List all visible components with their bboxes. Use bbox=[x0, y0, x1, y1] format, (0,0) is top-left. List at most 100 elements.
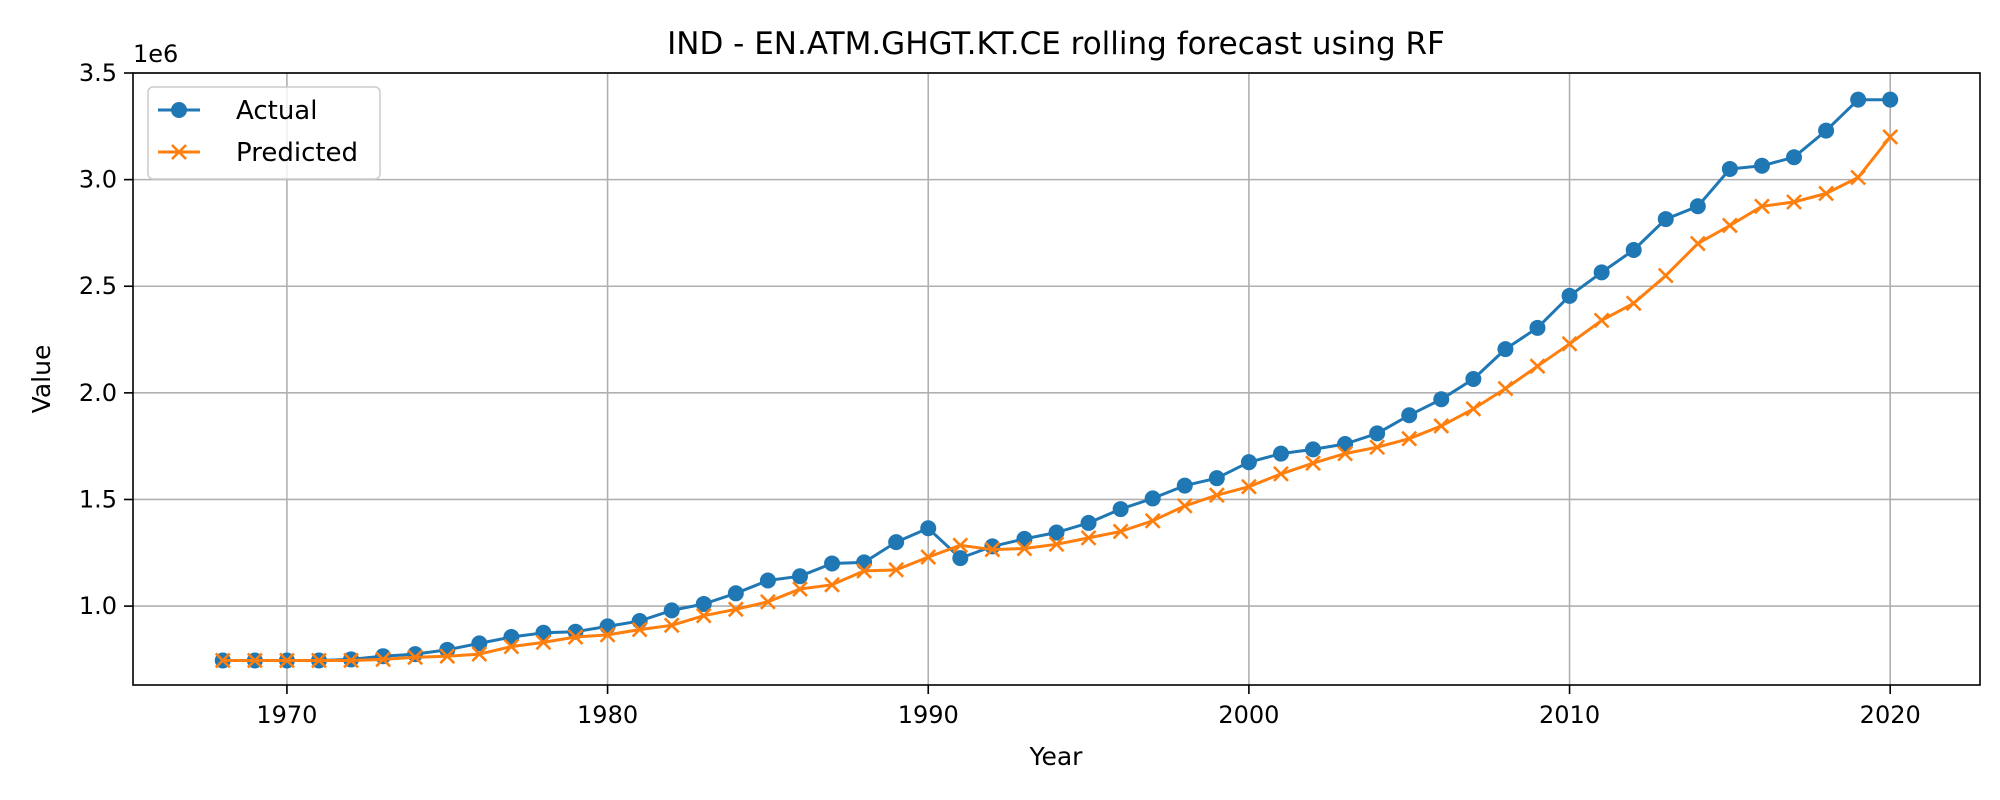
actual-point bbox=[1305, 441, 1322, 458]
predicted-point bbox=[599, 626, 616, 643]
predicted-point bbox=[567, 629, 584, 645]
legend-actual-marker bbox=[171, 102, 187, 118]
series-layer bbox=[214, 91, 1899, 669]
predicted-point bbox=[663, 617, 680, 634]
legend-predicted-marker bbox=[171, 144, 187, 160]
predicted-point bbox=[631, 621, 648, 638]
predicted-point bbox=[311, 652, 327, 669]
predicted-point bbox=[535, 634, 552, 651]
actual-point bbox=[984, 538, 1001, 555]
predicted-point bbox=[888, 561, 905, 578]
predicted-point bbox=[375, 651, 392, 668]
predicted-point bbox=[1176, 497, 1193, 514]
predicted-point bbox=[471, 646, 488, 662]
actual-point bbox=[1689, 198, 1706, 215]
actual-point bbox=[1818, 122, 1835, 139]
actual-point bbox=[952, 550, 969, 567]
actual-point bbox=[1786, 149, 1803, 166]
predicted-point bbox=[1561, 335, 1578, 352]
predicted-point bbox=[920, 549, 937, 565]
y-tick-label: 2.5 bbox=[79, 272, 117, 300]
predicted-point bbox=[984, 541, 1001, 558]
predicted-point bbox=[1689, 235, 1706, 252]
predicted-point bbox=[952, 537, 969, 554]
actual-point bbox=[824, 555, 841, 572]
actual-point bbox=[1433, 391, 1450, 408]
x-tick-label: 1990 bbox=[898, 701, 959, 729]
predicted-point bbox=[759, 593, 776, 610]
predicted-point bbox=[1721, 217, 1738, 234]
predicted-point bbox=[695, 607, 712, 624]
actual-point bbox=[1753, 157, 1770, 174]
actual-point bbox=[1401, 407, 1418, 424]
actual-point bbox=[888, 534, 905, 551]
y-axis-label: Value bbox=[27, 345, 56, 414]
actual-point bbox=[1497, 341, 1514, 358]
actual-point bbox=[1080, 514, 1097, 531]
actual-point bbox=[1208, 470, 1225, 487]
predicted-point bbox=[1112, 523, 1129, 540]
actual-point bbox=[631, 613, 648, 630]
actual-point bbox=[727, 585, 744, 602]
gridlines bbox=[133, 72, 1980, 685]
actual-point bbox=[1465, 371, 1482, 387]
actual-point bbox=[1625, 241, 1642, 258]
legend-predicted-label: Predicted bbox=[236, 138, 358, 168]
actual-point bbox=[791, 568, 808, 585]
x-tick-label: 2000 bbox=[1218, 701, 1279, 729]
actual-point bbox=[1240, 454, 1257, 471]
predicted-point bbox=[727, 601, 744, 618]
actual-point bbox=[759, 572, 776, 589]
actual-point bbox=[920, 520, 937, 537]
actual-point bbox=[471, 635, 488, 652]
actual-point bbox=[1850, 91, 1867, 108]
actual-point bbox=[856, 554, 873, 571]
actual-point bbox=[1272, 445, 1289, 462]
y-tick-label: 1.5 bbox=[79, 485, 117, 513]
predicted-point bbox=[824, 576, 840, 593]
predicted-point bbox=[1144, 512, 1161, 529]
predicted-point bbox=[343, 652, 359, 669]
predicted-point bbox=[1882, 129, 1899, 145]
actual-point bbox=[1721, 160, 1738, 177]
y-tick-label: 3.0 bbox=[79, 166, 117, 194]
predicted-point bbox=[1080, 529, 1097, 546]
y-axis-offset-label: 1e6 bbox=[133, 40, 178, 68]
legend-actual-label: Actual bbox=[236, 96, 317, 126]
legend: Actual Predicted bbox=[147, 86, 381, 180]
x-tick-label: 2020 bbox=[1860, 701, 1921, 729]
predicted-point bbox=[1016, 540, 1033, 557]
actual-point bbox=[1657, 211, 1674, 228]
actual-point bbox=[1529, 319, 1546, 336]
predicted-point bbox=[856, 562, 873, 579]
actual-point bbox=[407, 646, 424, 663]
actual-point bbox=[1048, 524, 1065, 541]
predicted-point bbox=[1240, 478, 1257, 495]
y-tick-label: 3.5 bbox=[79, 59, 117, 87]
actual-point bbox=[1176, 477, 1193, 494]
actual-point bbox=[599, 618, 616, 635]
predicted-point bbox=[1305, 455, 1321, 472]
x-tick-label: 2010 bbox=[1539, 701, 1600, 729]
predicted-point bbox=[1369, 439, 1386, 456]
actual-point bbox=[1369, 425, 1386, 442]
predicted-point bbox=[1465, 400, 1482, 417]
predicted-point bbox=[246, 652, 263, 669]
predicted-point bbox=[503, 638, 520, 655]
chart-title: IND - EN.ATM.GHGT.KT.CE rolling forecast… bbox=[667, 26, 1445, 62]
predicted-point bbox=[1754, 198, 1770, 215]
actual-point bbox=[1882, 91, 1899, 108]
predicted-point bbox=[1657, 267, 1674, 284]
predicted-point bbox=[1433, 417, 1450, 434]
predicted-point bbox=[1401, 430, 1418, 447]
predicted-point bbox=[1593, 312, 1610, 329]
actual-point bbox=[1593, 264, 1610, 281]
x-axis-label: Year bbox=[1029, 742, 1084, 771]
y-tick-label: 2.0 bbox=[79, 379, 117, 407]
actual-point bbox=[1112, 501, 1129, 518]
predicted-point bbox=[1497, 380, 1514, 397]
predicted-point bbox=[278, 652, 295, 669]
predicted-point bbox=[407, 649, 424, 666]
actual-point bbox=[1561, 287, 1578, 304]
